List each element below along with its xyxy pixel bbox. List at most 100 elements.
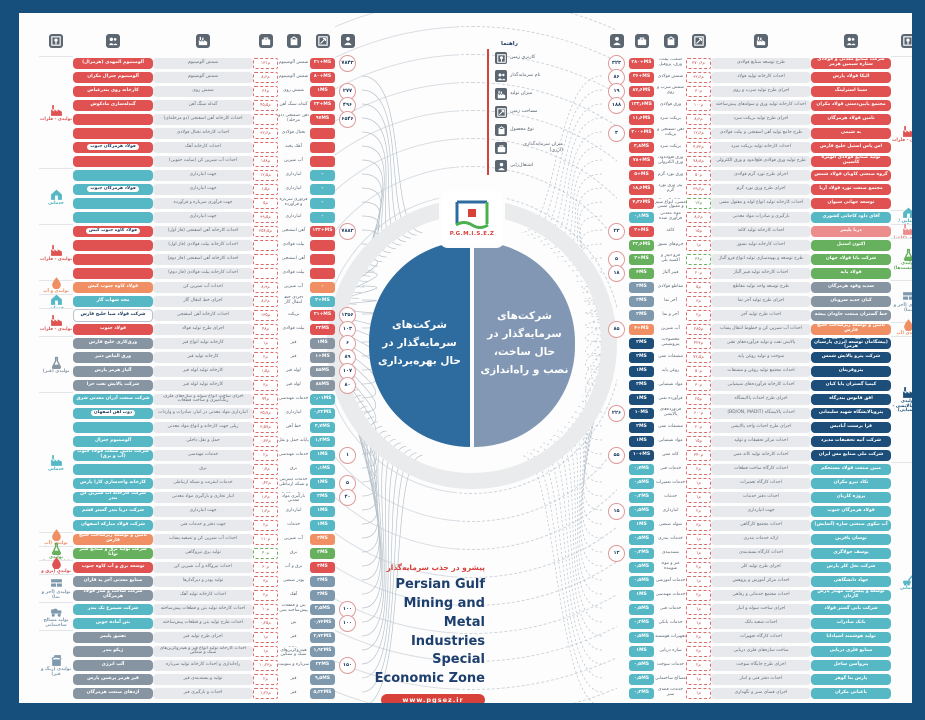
employment-count bbox=[605, 310, 628, 321]
product-type: محصولات پتروشیمی bbox=[661, 337, 680, 347]
company-row: ۴٫۳۶MS انواع لوله‌های مسی، انواع سیم و مف… bbox=[605, 196, 912, 210]
brick-icon bbox=[902, 290, 912, 303]
company-name-pill: آلومینیوم جنرال bbox=[73, 435, 153, 447]
production-description-pill: اجرای طرح جایگاه سوخت bbox=[711, 659, 811, 671]
employment-count: ۸۰ bbox=[336, 376, 359, 394]
company-name-pill: مجتمع پایین‌دستی فولاد مکران bbox=[811, 99, 891, 111]
product-type: خدمات مهندسی bbox=[278, 395, 309, 401]
production-description-pill: پالایش نفت و تولید فرآورده‌های نفتی bbox=[711, 337, 811, 349]
production-description-pill: احداث طرح تولید بتن و قطعات پیش‌ساخته bbox=[153, 617, 253, 629]
employment-count: ۱۸ bbox=[605, 264, 628, 282]
land-area-pill: ۹٫۵MS bbox=[309, 673, 336, 685]
land-use-icon bbox=[903, 36, 912, 46]
investment-amount: ۰٫۴۲م bbox=[253, 477, 278, 489]
table-rows: ۳۲۳ ۲۸۰+MS اسلب، بیلت، ورق، پروفیل ۳۷۰٫۶م طر… bbox=[605, 54, 912, 700]
company-row: ۱۸۸ ۱۳۲٫۶MS ورق فولادی ۱۰۰م احداث کارخانه تو… bbox=[605, 96, 912, 114]
category-factory: تولیدی (پتروپالایشی - شیمیایی) bbox=[891, 336, 912, 463]
company-name-pill: بتن آماده جوین bbox=[73, 617, 153, 629]
company-name-pill: بانک صادرات bbox=[811, 617, 891, 629]
employment-count: ۴۰ bbox=[336, 488, 359, 506]
employment-count bbox=[336, 632, 359, 643]
category-house: خدماتی bbox=[39, 168, 73, 225]
production-description-pill: احداث کارخانه تولید فیبر آلیاژ bbox=[711, 267, 811, 279]
company-row: ۵ ۲+MS فرو آلیاژ و اکسید پلی ۳۶م طرح توسعه و… bbox=[605, 250, 912, 268]
product-type: مشتقات نفتی bbox=[657, 353, 684, 359]
company-row: ۳٫۸MS بریکت سرد ۴٫۳۳م احداث کارخانه تولید ب… bbox=[605, 140, 912, 154]
product-type: فیبر آلیاژ bbox=[662, 269, 679, 275]
land-area-pill: ۵+MS bbox=[628, 169, 655, 181]
company-row: ۰٫۵MS خدمات فنی ۱م اجرای ساخت سوله و انبار ش… bbox=[605, 602, 912, 616]
production-description-pill: انبار تجاری و بارگیری مواد معدنی bbox=[153, 491, 253, 503]
production-description-pill: احداث دفتر خدمات bbox=[711, 491, 811, 503]
product-type: انبارداری bbox=[285, 409, 302, 415]
company-row: ۳ ۳۰۰+MS آهن اسفنجی و بریکت ۱۲٫۶م طرح جامع ت… bbox=[605, 124, 912, 142]
land-area-pill: ۲۱+MS bbox=[309, 57, 336, 69]
employment-count: ۲۲۶ bbox=[605, 404, 628, 422]
production-description-pill: احداث کارخانه تولید انواع قیر و هیدروکرب… bbox=[153, 645, 253, 657]
investment-amount: ۱م bbox=[253, 631, 278, 643]
company-name-pill: فولاد هرمزگان جنوب bbox=[73, 141, 153, 153]
production-description-pill: احداث کارخانه تولید کاغذ bbox=[711, 225, 811, 237]
investment-amount: ۸٫۶م bbox=[253, 295, 278, 307]
employment-count: ۱۳ bbox=[605, 544, 628, 562]
flask-icon bbox=[902, 248, 912, 262]
production-description-pill: شمش آلومینیوم bbox=[153, 57, 253, 69]
investment-amount: ۱م bbox=[686, 491, 711, 503]
land-area-pill: ۰٫۰۱MS bbox=[309, 393, 336, 405]
land-area-pill: ۳۰۰+MS bbox=[628, 127, 655, 139]
production-description-pill: احداث کارخانه بیلت فولادی (فاز اول) bbox=[153, 239, 253, 251]
production-description-pill: اجرای طرح تولید کلر bbox=[711, 561, 811, 573]
company-name-pill: گروه صنعتی کاویان فولاد شمس bbox=[811, 169, 891, 181]
employment-count: ۶۵۴۶ bbox=[336, 110, 359, 128]
category-factory: تولیدی - فلزات bbox=[891, 56, 912, 211]
product-type: انبارداری bbox=[285, 507, 302, 513]
employment-count bbox=[336, 506, 359, 517]
land-area-pill: ۲٫۵MS bbox=[309, 603, 336, 615]
company-name-pill bbox=[73, 155, 153, 167]
under-construction-companies-table: $۳۲۳ ۲۸۰+MS اسلب، بیلت، ورق، پروفیل ۳۷۰٫۶م ط… bbox=[605, 29, 912, 703]
company-name-pill: شرکت پالایش نفت حرا bbox=[73, 379, 153, 391]
company-name-pill bbox=[73, 267, 153, 279]
investment-amount: ۱م bbox=[686, 687, 711, 699]
land-area-pill: ۲۲٫۶MS bbox=[628, 239, 655, 251]
employment-count: ۱۸۸ bbox=[605, 96, 628, 114]
production-description-pill: طرح جامع تولید آهن اسفنجی و بیلت فولادی bbox=[711, 127, 811, 139]
employment-count bbox=[605, 618, 628, 629]
employment-count bbox=[336, 688, 359, 699]
production-description-pill: احداث مجتمع کارگاهی bbox=[711, 519, 811, 531]
product-type: خدمات فنی bbox=[659, 605, 682, 611]
employment-count: ۴۹۶ bbox=[336, 96, 359, 114]
pgmisez-logo: P.G.M.I.S.E.Z bbox=[442, 191, 502, 245]
production-description-pill: احداث کارخانه تولید بتن و قطعات پیش‌ساخت… bbox=[153, 603, 253, 615]
product-type: بیل ورق نورد گرم bbox=[658, 183, 683, 193]
land-area-pill: ۱MS bbox=[309, 505, 336, 517]
company-name-pill: کارخانه واحدسازی کارا پارس bbox=[73, 477, 153, 489]
company-row: فولاد کاوه جنوب کیش احداث کارخانه آهن اسف… bbox=[39, 222, 359, 240]
product-type: شمش روی bbox=[283, 87, 304, 93]
employment-count: ۶ bbox=[336, 334, 359, 352]
company-name-pill: صنایع معدنی آجر پد فاران bbox=[73, 575, 153, 587]
company-row: ۰٫۷MS خدمات فنی ۲م احداث کارگاه ساخت قطعات م… bbox=[605, 462, 912, 476]
company-name-pill: آلیاژ هرمز پارس bbox=[73, 365, 153, 377]
company-row: ۲MS آجر و نما ۲م احداث طرح تولید آجر خط گستر… bbox=[605, 308, 912, 322]
company-name-pill: آقای داود کاجانی کشوری bbox=[811, 211, 891, 223]
company-row: ۲۳ ۲+MS کاغذ ۱۵م احداث کارخانه تولید کاغذ دری… bbox=[605, 222, 912, 240]
header-area bbox=[309, 29, 336, 53]
employment-count bbox=[336, 464, 359, 475]
investment-amount: ۲م bbox=[253, 519, 278, 531]
land-area-pill: ۲MS bbox=[309, 491, 336, 503]
employment-count bbox=[605, 114, 628, 125]
employment-count: ۱۵۰ bbox=[336, 656, 359, 674]
employment-count bbox=[605, 492, 628, 503]
category-factory: تولیدی - فلزات bbox=[39, 224, 73, 281]
company-name-pill: اکتون استیل bbox=[811, 239, 891, 251]
product-type: فرآوری سرباره و فرآورده bbox=[279, 197, 308, 207]
land-area-pill bbox=[309, 267, 336, 279]
production-description-pill: کارخانه تولید انواع قیر bbox=[153, 337, 253, 349]
truck-icon bbox=[50, 605, 63, 618]
employment-count bbox=[336, 576, 359, 587]
employment-count bbox=[605, 632, 628, 643]
website-pill[interactable]: www.pgsez.ir bbox=[381, 694, 485, 703]
employment-count: ۱۹ bbox=[605, 82, 628, 100]
investment-amount: ۹۹٫۵م bbox=[253, 211, 278, 223]
